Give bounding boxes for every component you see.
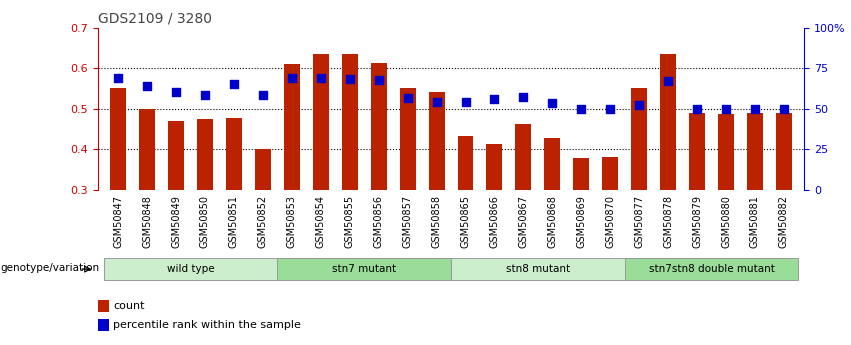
Point [488, 97, 501, 102]
Point [574, 107, 588, 112]
Bar [689, 113, 705, 190]
Text: GSM50878: GSM50878 [663, 195, 673, 248]
Text: GSM50847: GSM50847 [113, 195, 123, 248]
Text: stn7stn8 double mutant: stn7stn8 double mutant [648, 264, 774, 274]
Text: GSM50865: GSM50865 [460, 195, 471, 248]
Point [314, 76, 328, 81]
Text: GSM50881: GSM50881 [750, 195, 760, 248]
Text: GSM50850: GSM50850 [200, 195, 210, 248]
Text: GSM50870: GSM50870 [605, 195, 615, 248]
Bar [197, 119, 213, 190]
Point [430, 99, 443, 105]
Bar [110, 88, 126, 190]
Point [285, 76, 299, 81]
Point [517, 94, 530, 99]
Bar [458, 136, 473, 190]
Point [227, 81, 241, 87]
Text: GSM50852: GSM50852 [258, 195, 268, 248]
Text: GSM50858: GSM50858 [431, 195, 442, 248]
Text: GSM50857: GSM50857 [403, 195, 413, 248]
Bar [747, 113, 763, 190]
Text: count: count [113, 301, 145, 311]
Text: GSM50879: GSM50879 [692, 195, 702, 248]
Text: GSM50856: GSM50856 [374, 195, 384, 248]
Text: GSM50869: GSM50869 [576, 195, 586, 248]
Bar [168, 121, 184, 190]
Bar [400, 88, 415, 190]
Text: GDS2109 / 3280: GDS2109 / 3280 [98, 11, 212, 25]
Bar [603, 157, 618, 190]
Bar [371, 63, 386, 190]
Text: percentile rank within the sample: percentile rank within the sample [113, 320, 301, 330]
Text: stn7 mutant: stn7 mutant [332, 264, 397, 274]
Text: stn8 mutant: stn8 mutant [505, 264, 570, 274]
Bar [284, 64, 300, 190]
Text: wild type: wild type [167, 264, 214, 274]
Point [661, 78, 675, 84]
Bar [255, 149, 271, 190]
Point [777, 107, 791, 112]
Bar [574, 158, 589, 190]
Point [603, 107, 617, 112]
Bar [660, 54, 676, 190]
Text: GSM50855: GSM50855 [345, 195, 355, 248]
Point [545, 100, 559, 105]
Bar [226, 118, 242, 190]
Bar [429, 92, 444, 190]
Point [401, 95, 414, 100]
Text: GSM50877: GSM50877 [634, 195, 644, 248]
Bar [776, 113, 792, 190]
Text: GSM50853: GSM50853 [287, 195, 297, 248]
Text: GSM50866: GSM50866 [489, 195, 500, 248]
Point [632, 102, 646, 107]
Bar [625, 258, 798, 280]
Point [169, 89, 183, 95]
Bar [98, 319, 109, 331]
Bar [277, 258, 451, 280]
Bar [451, 258, 625, 280]
Bar [545, 138, 560, 190]
Bar [718, 114, 734, 190]
Bar [313, 54, 328, 190]
Point [140, 83, 154, 89]
Point [372, 78, 386, 83]
Bar [516, 124, 531, 190]
Text: GSM50848: GSM50848 [142, 195, 152, 248]
Text: GSM50882: GSM50882 [779, 195, 789, 248]
Point [256, 92, 270, 98]
Point [748, 107, 762, 112]
Bar [487, 144, 502, 190]
Point [198, 92, 212, 98]
Point [690, 106, 704, 111]
Text: GSM50854: GSM50854 [316, 195, 326, 248]
Text: GSM50868: GSM50868 [547, 195, 557, 248]
Point [343, 77, 357, 82]
Text: GSM50851: GSM50851 [229, 195, 239, 248]
Text: GSM50849: GSM50849 [171, 195, 181, 248]
Text: GSM50867: GSM50867 [518, 195, 528, 248]
Point [719, 107, 733, 112]
Point [111, 76, 125, 81]
Text: genotype/variation: genotype/variation [1, 263, 100, 273]
Point [459, 99, 472, 105]
Bar [631, 88, 647, 190]
Text: GSM50880: GSM50880 [721, 195, 731, 248]
Bar [104, 258, 277, 280]
Bar [139, 109, 155, 190]
Bar [98, 299, 109, 312]
Bar [342, 54, 357, 190]
